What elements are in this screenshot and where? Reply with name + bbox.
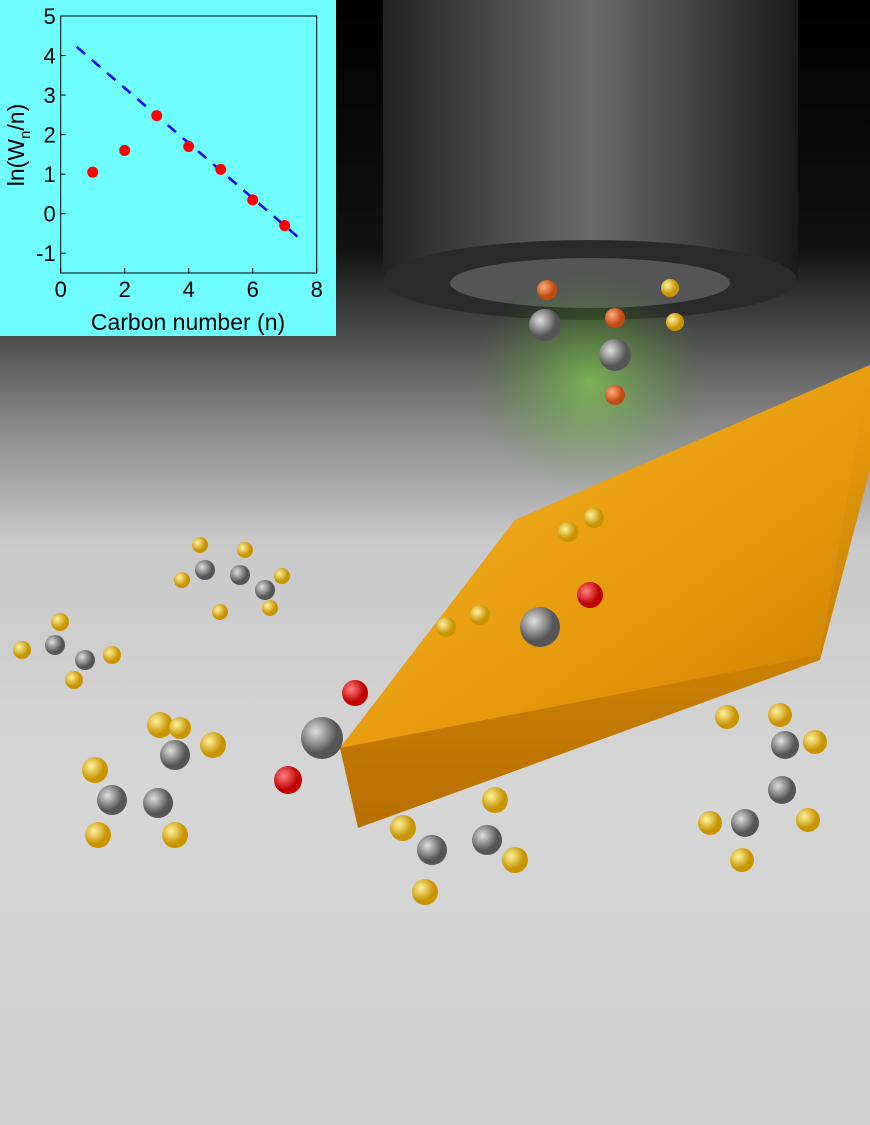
molecule-h2-desorbing xyxy=(661,279,684,331)
inset-chart: 0 2 4 6 8 -1 0 1 2 3 4 5 Carbon number (n) ln(Wn/n) xyxy=(0,0,336,336)
x-tick-label: 4 xyxy=(183,277,195,302)
y-tick-label: 5 xyxy=(43,4,55,29)
data-point xyxy=(183,140,195,152)
chart-svg: 0 2 4 6 8 -1 0 1 2 3 4 5 Carbon number (n) ln(Wn/n) xyxy=(3,4,323,335)
molecule-ethylene-under xyxy=(390,787,528,905)
data-point xyxy=(87,166,99,178)
y-tick-label: 2 xyxy=(43,123,55,148)
molecule-co-surface xyxy=(520,582,603,647)
gold-catalyst-slab xyxy=(340,365,870,828)
x-tick-label: 6 xyxy=(247,277,259,302)
molecule-propylene-large xyxy=(82,712,226,848)
y-tick-label: 3 xyxy=(43,83,55,108)
molecule-ethylene xyxy=(13,613,121,689)
molecule-propylene xyxy=(174,537,290,620)
molecule-propylene-right xyxy=(698,703,827,872)
molecule-co2-surface xyxy=(274,680,368,794)
molecule-h2-surface xyxy=(436,508,604,637)
x-tick-label: 2 xyxy=(119,277,131,302)
y-tick-label: 1 xyxy=(43,162,55,187)
x-axis-label: Carbon number (n) xyxy=(91,309,285,335)
data-point xyxy=(279,220,291,232)
data-point xyxy=(247,194,259,206)
data-point xyxy=(215,163,227,175)
y-tick-label: 0 xyxy=(43,202,55,227)
y-tick-label: 4 xyxy=(43,44,55,69)
x-tick-label: 0 xyxy=(55,277,67,302)
molecule-co2-desorbing xyxy=(599,308,631,405)
y-axis-label: ln(Wn/n) xyxy=(3,104,34,186)
y-tick-label: -1 xyxy=(36,241,56,266)
data-point xyxy=(119,144,131,156)
molecule-co-desorbing xyxy=(529,280,561,341)
data-point xyxy=(151,110,163,122)
x-tick-label: 8 xyxy=(311,277,323,302)
